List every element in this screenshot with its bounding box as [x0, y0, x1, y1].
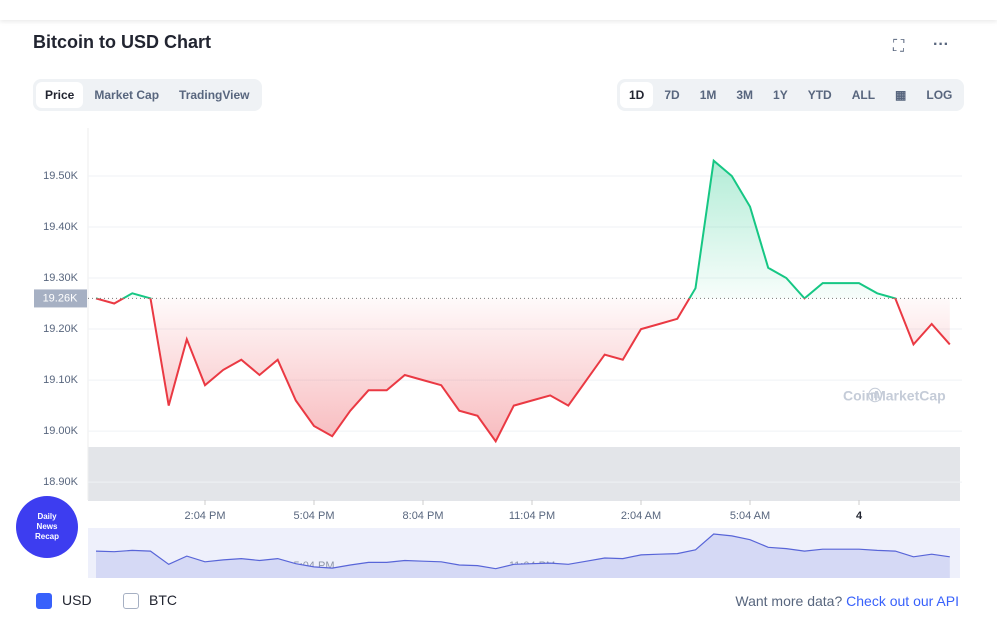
chart-title: Bitcoin to USD Chart — [33, 32, 211, 52]
api-link[interactable]: Check out our API — [846, 593, 959, 609]
range[interactable]: 1M — [699, 88, 717, 102]
nav-line — [95, 533, 950, 570]
more-button[interactable]: ··· — [933, 36, 949, 53]
area-up — [96, 160, 950, 299]
line-down — [95, 298, 951, 444]
range[interactable]: ALL — [851, 88, 876, 102]
chart: ⓜ CoinMarketCap 18.90K 19.00K 19.10K 19.20K… — [34, 128, 962, 578]
x-tick-label: 4 — [856, 510, 863, 522]
x-tick-label: 5:04 AM — [730, 510, 770, 522]
y-tick-label: 19.00K — [43, 425, 79, 437]
range[interactable]: 3M — [736, 88, 754, 102]
label: BTC — [149, 592, 177, 608]
x-tick-label: 2:04 AM — [621, 510, 661, 522]
x-tick-label: 11:04 PM — [509, 510, 555, 522]
y-tick-label: 19.10K — [43, 374, 79, 386]
x-tick-label: 5:04 PM — [294, 510, 335, 522]
badge[interactable]: Daily News Recap — [16, 496, 78, 558]
tab[interactable]: Market Cap — [94, 88, 160, 102]
label: USD — [62, 592, 92, 608]
area-down — [96, 298, 950, 442]
tab[interactable]: Price — [36, 82, 84, 108]
fullscreen-button[interactable]: ⛶ — [893, 38, 905, 55]
y-tick-label: 19.40K — [43, 221, 79, 233]
tab-group: Price Market Cap TradingView — [33, 79, 262, 111]
range[interactable]: 1Y — [773, 88, 788, 102]
currency-usd[interactable]: USD — [36, 592, 92, 610]
api-note: Want more data? Check out our API — [735, 593, 959, 609]
badge-text: News — [36, 522, 58, 531]
y-tick-label: 19.50K — [43, 170, 79, 182]
y-tick-label: 19.30K — [43, 272, 79, 284]
volume-band — [88, 447, 960, 501]
badge-text: Recap — [34, 532, 59, 541]
badge-text: Daily — [37, 512, 57, 521]
watermark: ⓜ — [868, 388, 882, 404]
log-toggle[interactable]: LOG — [926, 88, 953, 102]
x-tick-label: 2:04 PM — [185, 510, 226, 522]
reference-tag — [34, 289, 87, 308]
range-group: 1D 7D 1M 3M 1Y YTD ALL ▦ LOG — [617, 79, 965, 111]
watermark: CoinMarketCap — [843, 388, 946, 404]
x-tick-label: 8:04 PM — [403, 510, 444, 522]
text: Want more data? — [735, 593, 843, 609]
currency-btc[interactable]: BTC — [123, 592, 177, 610]
nav-area — [96, 534, 950, 578]
range[interactable]: 7D — [664, 88, 680, 102]
calendar[interactable]: ▦ — [895, 88, 907, 102]
range[interactable]: 1D — [620, 82, 654, 108]
line-up — [95, 158, 897, 299]
reference-label: 19.26K — [43, 292, 79, 304]
y-tick-label: 19.20K — [43, 323, 79, 335]
y-tick-label: 18.90K — [43, 476, 79, 488]
tab[interactable]: TradingView — [179, 88, 250, 102]
range[interactable]: YTD — [807, 88, 832, 102]
